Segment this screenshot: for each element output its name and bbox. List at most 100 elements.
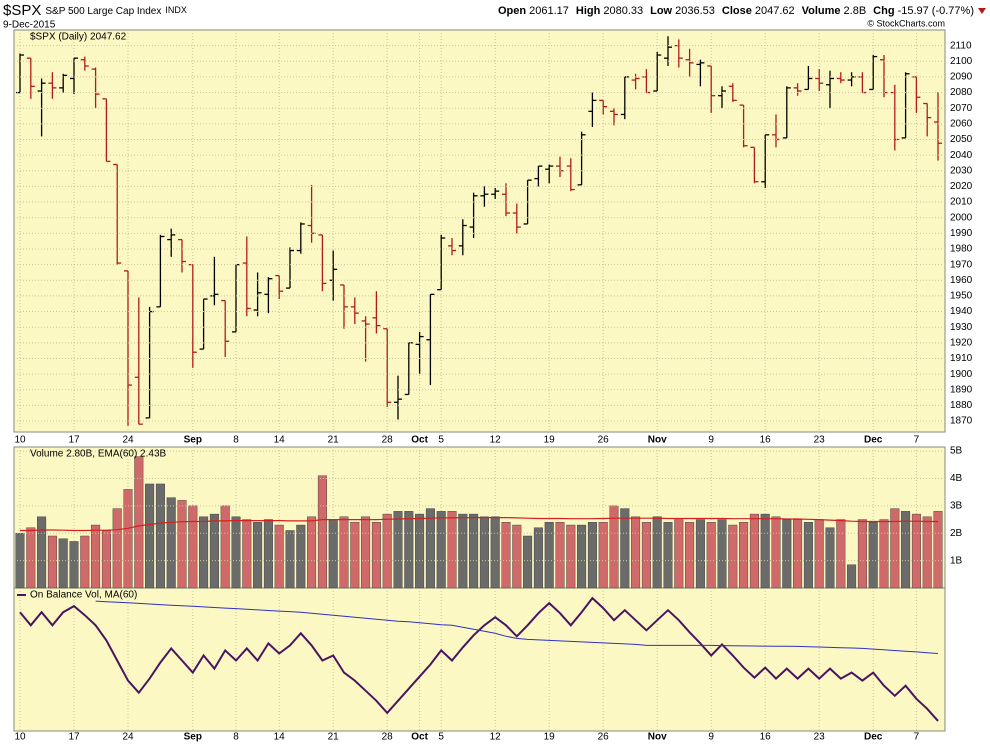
- index-name: S&P 500 Large Cap Index: [45, 6, 161, 17]
- volume-bar: [447, 511, 457, 589]
- quote-value: 2080.33: [603, 5, 643, 17]
- y-tick-label: 1870: [950, 416, 973, 427]
- x-tick-label: 26: [598, 435, 610, 446]
- volume-bar: [112, 508, 122, 589]
- quote-value: 2061.17: [529, 5, 569, 17]
- x-tick-label: Sep: [184, 732, 202, 743]
- volume-bar: [814, 519, 824, 589]
- volume-bar: [361, 516, 371, 589]
- volume-bar: [382, 513, 392, 589]
- x-tick-label: 19: [544, 435, 556, 446]
- volume-bar: [868, 522, 878, 589]
- volume-bar: [706, 522, 716, 589]
- x-tick-label: 9: [708, 435, 714, 446]
- volume-bar: [533, 527, 543, 589]
- y-tick-label: 2100: [950, 56, 973, 67]
- volume-bar: [188, 505, 198, 589]
- quote-label: Open: [498, 5, 526, 17]
- quote-value: 2047.62: [755, 5, 795, 17]
- volume-bar: [458, 513, 468, 589]
- volume-bar: [749, 513, 759, 589]
- y-tick-label: 3B: [950, 501, 963, 512]
- x-tick-label: 14: [274, 435, 286, 446]
- y-tick-label: 1970: [950, 259, 973, 270]
- y-tick-label: 1900: [950, 369, 973, 380]
- quote-value: -15.97 (-0.77%): [898, 5, 974, 17]
- volume-bar: [825, 527, 835, 589]
- volume-bar: [209, 513, 219, 589]
- x-tick-label: 19: [544, 732, 556, 743]
- quote-value: 2.8B: [844, 5, 867, 17]
- volume-bar: [123, 489, 133, 589]
- volume-bar: [890, 508, 900, 589]
- x-tick-label: Dec: [864, 435, 883, 446]
- quote-label: Chg: [873, 5, 894, 17]
- legend: Volume 2.80B, EMA(60) 2.43B: [30, 449, 167, 460]
- volume-bar: [339, 516, 349, 589]
- quote-label: Close: [722, 5, 752, 17]
- volume-bar: [425, 508, 435, 589]
- x-tick-label: 21: [328, 435, 340, 446]
- volume-bar: [285, 530, 295, 589]
- volume-bar: [479, 516, 489, 589]
- volume-bar: [307, 516, 317, 589]
- date: 9-Dec-2015: [3, 20, 56, 31]
- volume-bar: [512, 524, 522, 589]
- volume-bar: [58, 538, 68, 589]
- panel-background: [13, 587, 946, 732]
- y-tick-label: 2050: [950, 134, 973, 145]
- down-arrow: [978, 8, 986, 14]
- volume-bar: [47, 535, 57, 589]
- x-tick-label: 5: [438, 732, 444, 743]
- volume-bar: [253, 522, 263, 589]
- volume-bar: [177, 500, 187, 589]
- volume-bar: [199, 516, 209, 589]
- volume-bar: [436, 511, 446, 589]
- volume-bar: [220, 505, 230, 589]
- volume-bar: [685, 522, 695, 589]
- y-tick-label: 1930: [950, 322, 973, 333]
- y-tick-label: 2000: [950, 212, 973, 223]
- x-tick-label: 8: [233, 435, 239, 446]
- y-tick-label: 1880: [950, 400, 973, 411]
- x-tick-label: 28: [382, 435, 394, 446]
- volume-bar: [404, 511, 414, 589]
- volume-bar: [393, 511, 403, 589]
- volume-bar: [803, 522, 813, 589]
- volume-bar: [836, 519, 846, 589]
- volume-bar: [523, 535, 533, 589]
- volume-bar: [760, 513, 770, 589]
- y-tick-label: 1890: [950, 384, 973, 395]
- volume-bar: [469, 513, 479, 589]
- volume-bar: [371, 522, 381, 589]
- y-tick-label: 2070: [950, 103, 973, 114]
- ema-line: [20, 517, 938, 532]
- volume-bar: [577, 524, 587, 589]
- volume-bar: [415, 513, 425, 589]
- y-tick-label: 2040: [950, 150, 973, 161]
- volume-bar: [274, 524, 284, 589]
- volume-bar: [879, 519, 889, 589]
- x-tick-label: 26: [598, 732, 610, 743]
- volume-bar: [69, 541, 79, 589]
- x-tick-label: 17: [68, 732, 80, 743]
- x-tick-label: 21: [328, 732, 340, 743]
- plot: 10 10 17 17 24 24 Sep Sep 8 8 14 14 21 21 28 28 Oct Oct 5 5…: [13, 29, 973, 743]
- volume-bar: [134, 456, 144, 589]
- y-tick-label: 1B: [950, 555, 963, 566]
- x-tick-label: Sep: [184, 435, 202, 446]
- volume-bar: [328, 519, 338, 589]
- x-tick-label: 12: [490, 435, 502, 446]
- legend: On Balance Vol, MA(60): [30, 590, 137, 601]
- x-tick-label: 16: [760, 435, 772, 446]
- panel-background: [13, 29, 946, 433]
- x-tick-label: 10: [14, 435, 26, 446]
- volume-bar: [566, 524, 576, 589]
- x-tick-label: Nov: [648, 435, 667, 446]
- volume-bar: [663, 522, 673, 589]
- volume-bar: [91, 524, 101, 589]
- volume-bar: [490, 516, 500, 589]
- y-tick-label: 2110: [950, 40, 972, 51]
- quote-value: 2036.53: [675, 5, 715, 17]
